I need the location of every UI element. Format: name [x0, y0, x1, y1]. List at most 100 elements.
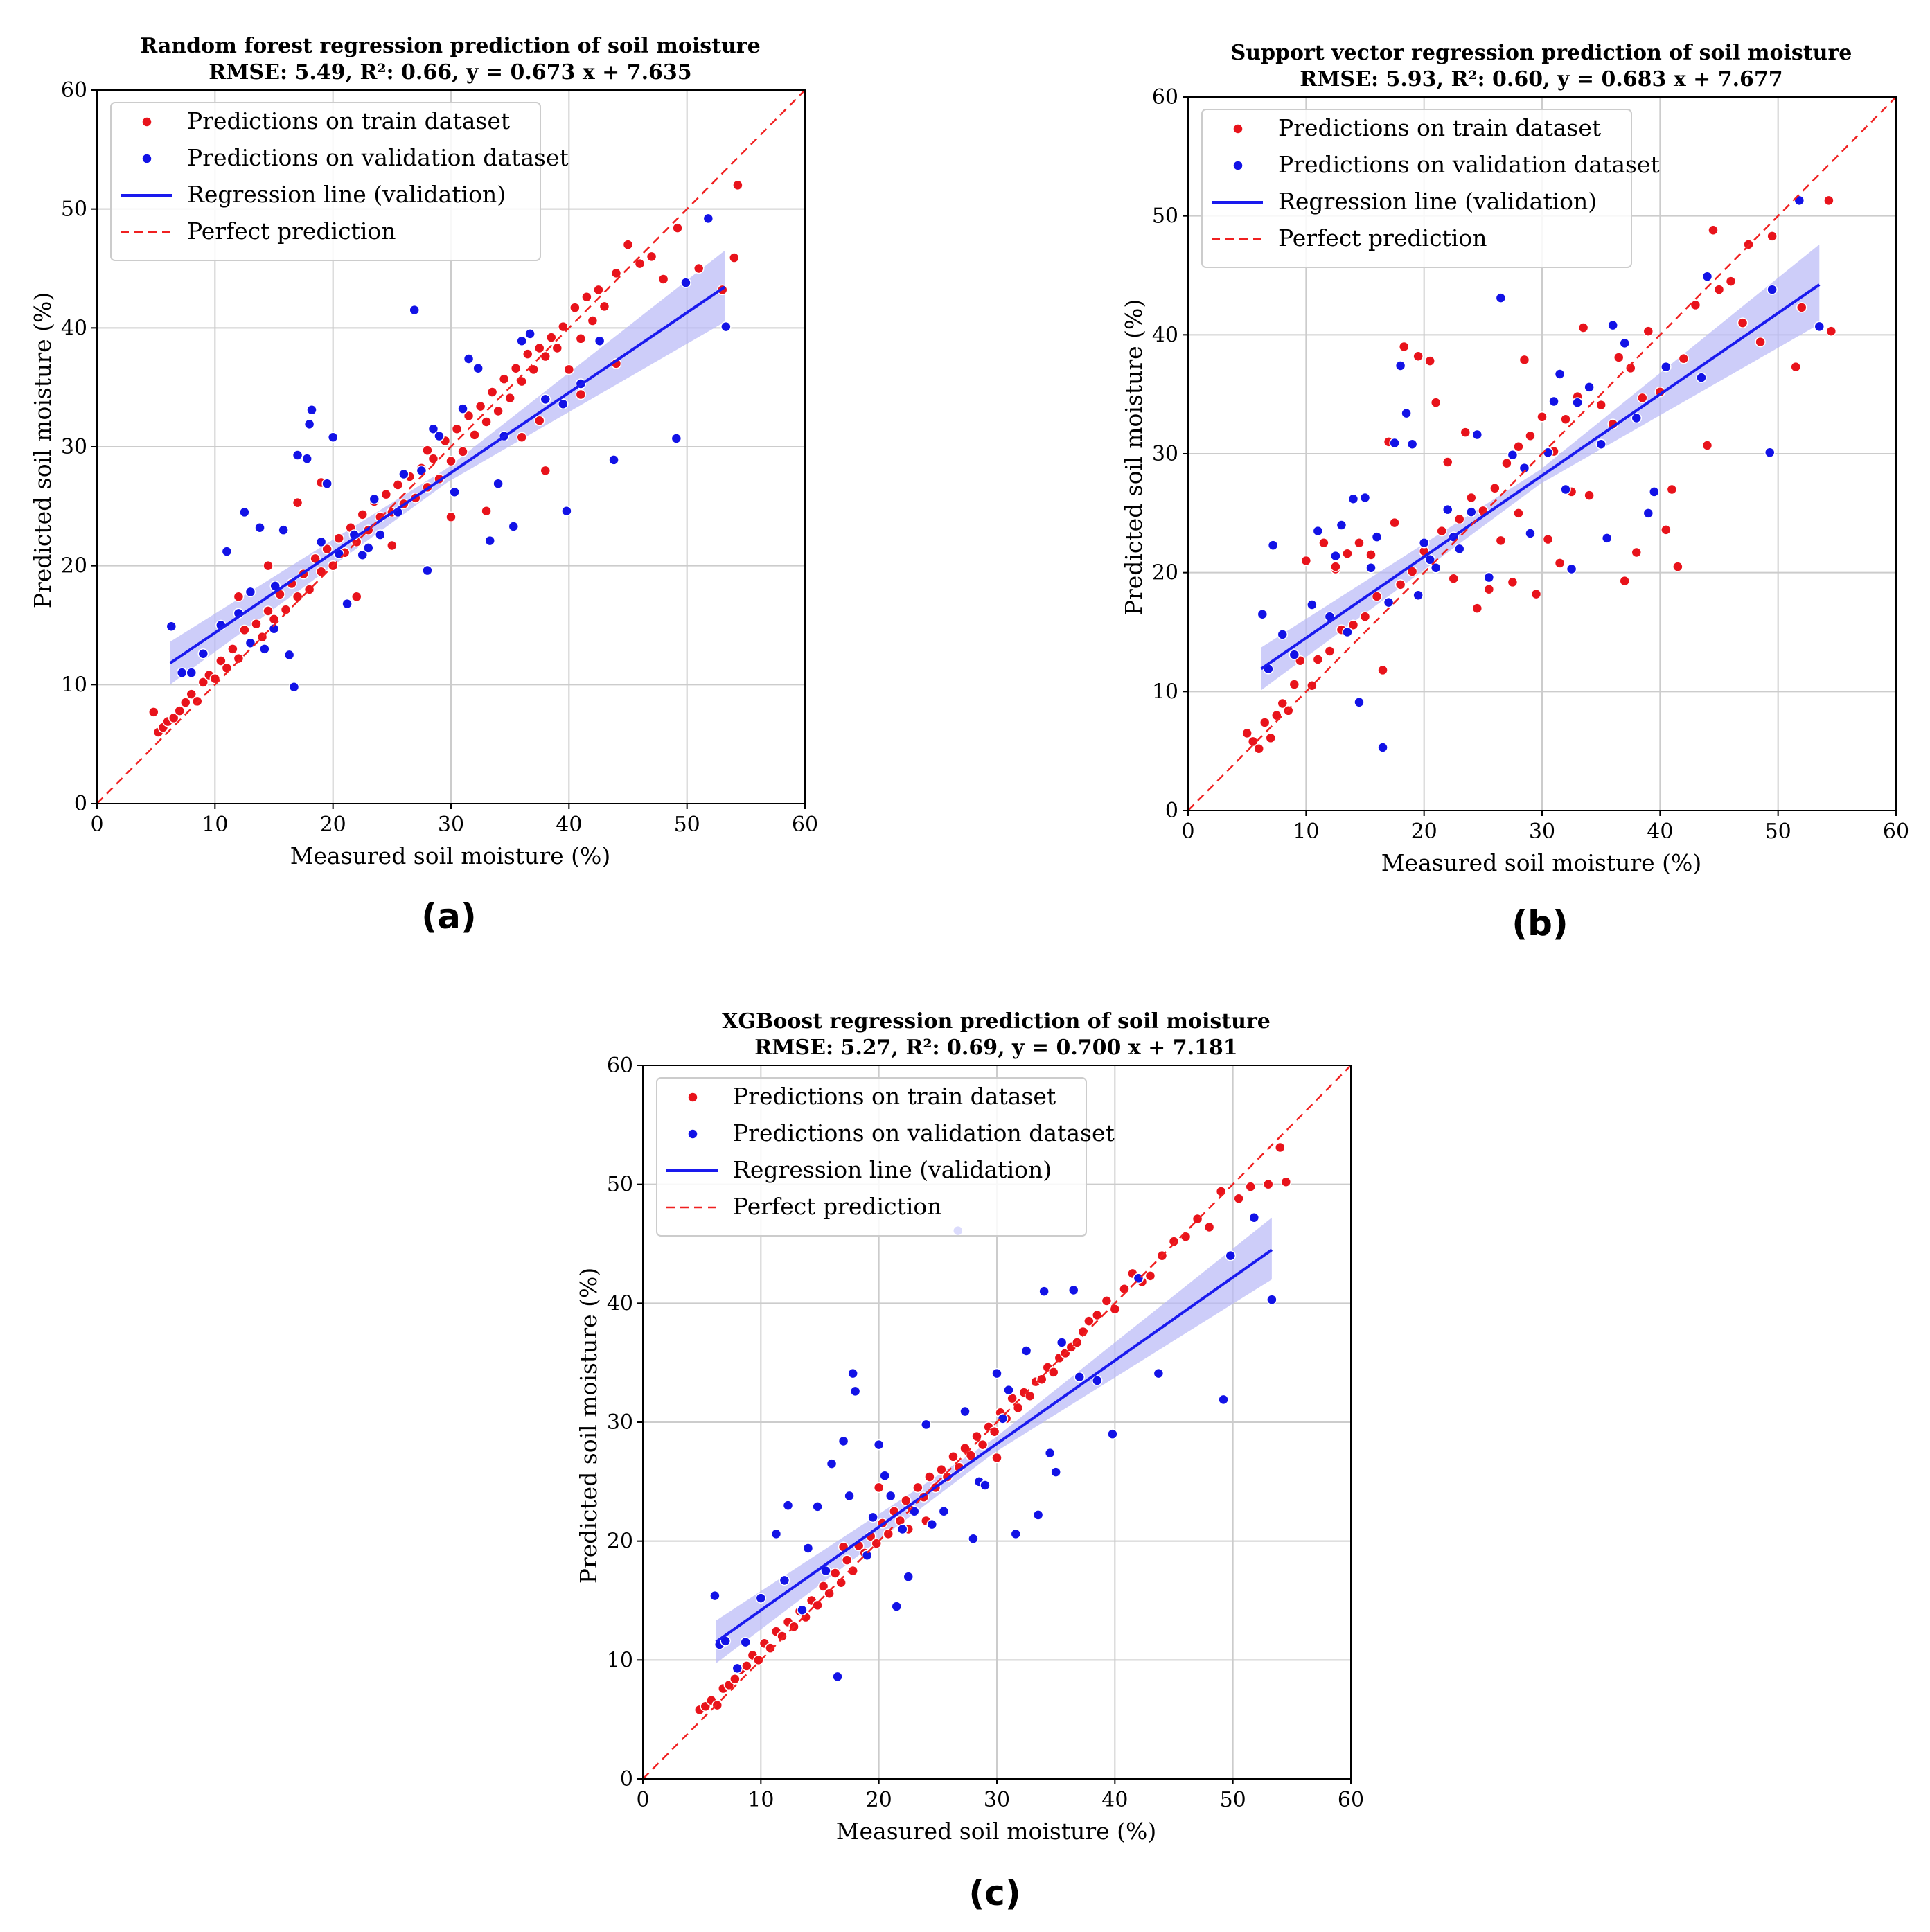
legend-regression-label: Regression line (validation) — [187, 181, 506, 208]
train-point — [672, 222, 683, 233]
validation-point — [1764, 447, 1776, 459]
panel-label: (a) — [421, 896, 476, 937]
train-point — [1767, 231, 1778, 242]
train-point — [233, 591, 245, 603]
legend-train-label: Predictions on train dataset — [187, 107, 510, 134]
validation-point — [1371, 531, 1383, 542]
train-point — [646, 251, 657, 263]
validation-point — [1395, 360, 1406, 371]
validation-point — [1601, 533, 1613, 544]
validation-point — [1383, 596, 1395, 608]
train-point — [522, 348, 533, 360]
train-point — [873, 1482, 885, 1494]
train-point — [1277, 698, 1289, 709]
train-point — [575, 389, 587, 400]
validation-point — [861, 1550, 873, 1561]
train-point — [1460, 427, 1471, 438]
perfect-prediction-line — [96, 89, 806, 804]
validation-point — [1003, 1384, 1014, 1396]
train-point — [753, 1654, 764, 1666]
train-point — [357, 509, 368, 520]
validation-point — [409, 304, 420, 316]
x-tick-label: 40 — [1101, 1788, 1128, 1812]
x-tick-label: 30 — [1529, 819, 1555, 844]
train-point — [1530, 588, 1542, 600]
validation-point — [375, 529, 386, 540]
confidence-band — [716, 1217, 1272, 1664]
train-point — [292, 591, 303, 603]
train-point — [1560, 414, 1571, 425]
panel-label: (c) — [968, 1873, 1020, 1913]
train-point — [1036, 1374, 1047, 1385]
train-point — [475, 400, 486, 412]
train-point — [1513, 508, 1524, 519]
validation-point — [755, 1593, 767, 1604]
train-point — [498, 373, 510, 384]
x-tick-label: 20 — [1411, 819, 1437, 844]
validation-point — [254, 522, 265, 533]
train-point — [593, 284, 604, 296]
train-point — [1661, 524, 1672, 535]
validation-point — [321, 478, 333, 489]
validation-point — [1354, 697, 1365, 708]
validation-point — [1248, 1212, 1260, 1223]
train-point — [912, 1482, 923, 1494]
validation-point — [493, 478, 504, 489]
train-point — [587, 315, 599, 326]
train-point — [1300, 555, 1312, 567]
train-point — [1371, 591, 1383, 602]
validation-point — [342, 598, 353, 610]
train-point — [1495, 535, 1507, 547]
train-point — [1542, 533, 1554, 545]
train-point — [693, 263, 705, 274]
validation-point — [702, 213, 714, 224]
train-point — [883, 1528, 894, 1540]
train-point — [835, 1577, 847, 1588]
validation-point — [968, 1533, 979, 1544]
train-point — [1701, 440, 1713, 451]
train-point — [1755, 336, 1766, 348]
validation-point — [671, 433, 682, 444]
y-tick-label: 60 — [61, 78, 87, 103]
validation-point — [838, 1435, 849, 1447]
legend-train-label: Predictions on train dataset — [1278, 114, 1601, 141]
train-point — [263, 560, 274, 571]
train-point — [1577, 322, 1589, 333]
train-point — [1584, 490, 1595, 501]
train-point — [292, 497, 303, 508]
train-point — [1359, 611, 1371, 622]
train-point — [1737, 317, 1748, 328]
train-point — [180, 697, 191, 708]
train-point — [540, 351, 551, 362]
y-tick-label: 40 — [61, 316, 87, 340]
validation-point — [1307, 599, 1318, 610]
train-point — [1790, 361, 1801, 373]
train-point — [493, 405, 504, 417]
x-tick-label: 60 — [1338, 1788, 1364, 1812]
train-point — [1525, 430, 1536, 441]
validation-point — [239, 506, 250, 518]
validation-point — [959, 1406, 971, 1417]
train-point — [1275, 1142, 1286, 1153]
validation-point — [363, 542, 374, 553]
validation-point — [292, 450, 303, 461]
x-axis-label: Measured soil moisture (%) — [290, 842, 611, 869]
train-point — [1643, 326, 1654, 337]
train-point — [829, 1568, 841, 1579]
validation-point — [867, 1512, 878, 1523]
validation-point — [732, 1663, 743, 1674]
train-point — [1619, 575, 1630, 587]
train-point — [451, 423, 463, 434]
x-tick-label: 30 — [984, 1788, 1010, 1812]
train-point — [534, 415, 545, 426]
train-point — [1796, 302, 1807, 313]
train-point — [924, 1471, 935, 1482]
train-point — [333, 533, 344, 544]
legend-perfect-label: Perfect prediction — [1278, 224, 1487, 251]
legend-validation-label: Predictions on validation dataset — [187, 144, 569, 171]
train-point — [1389, 517, 1400, 529]
train-point — [765, 1642, 776, 1654]
train-point — [732, 179, 743, 191]
panel-label: (b) — [1512, 903, 1568, 943]
legend-train-marker — [1232, 123, 1243, 134]
